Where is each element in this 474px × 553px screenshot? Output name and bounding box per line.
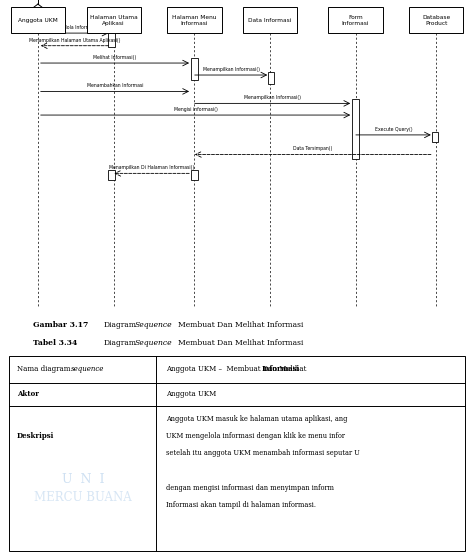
Text: Menampilkan Informasi(): Menampilkan Informasi() xyxy=(202,67,260,72)
Text: Anggota UKM masuk ke halaman utama aplikasi, ang: Anggota UKM masuk ke halaman utama aplik… xyxy=(166,415,347,423)
Bar xyxy=(268,71,274,84)
Text: Form
Informasi: Form Informasi xyxy=(342,15,369,25)
Bar xyxy=(191,58,198,80)
Text: Data Tersimpan(): Data Tersimpan() xyxy=(293,147,333,152)
Text: Nama diagram: Nama diagram xyxy=(17,366,73,373)
Text: Deskripsi: Deskripsi xyxy=(17,432,54,440)
Text: Membuat Dan Melihat Informasi: Membuat Dan Melihat Informasi xyxy=(178,321,303,329)
Bar xyxy=(9,356,465,551)
Text: Mengelola Informasi(): Mengelola Informasi() xyxy=(50,25,100,30)
Text: Informasi: Informasi xyxy=(262,366,301,373)
Text: Menampilkan Halaman Utama Aplikasi(): Menampilkan Halaman Utama Aplikasi() xyxy=(29,38,120,43)
Text: Anggota UKM: Anggota UKM xyxy=(18,18,58,23)
Bar xyxy=(409,7,464,33)
Text: Melihat Informasi(): Melihat Informasi() xyxy=(93,55,137,60)
Text: Menampilkan Di Halaman Informasi(): Menampilkan Di Halaman Informasi() xyxy=(109,165,194,170)
Bar xyxy=(328,7,383,33)
Text: Mengisi informasi(): Mengisi informasi() xyxy=(173,107,218,112)
Text: Execute Query(): Execute Query() xyxy=(374,127,412,132)
Bar xyxy=(191,170,198,180)
Text: Diagram: Diagram xyxy=(103,339,137,347)
Text: Menampilkan Informasi(): Menampilkan Informasi() xyxy=(244,95,301,100)
Text: Halaman Utama
Aplikasi: Halaman Utama Aplikasi xyxy=(90,15,137,25)
Text: MERCU BUANA: MERCU BUANA xyxy=(34,491,132,504)
Text: Diagram: Diagram xyxy=(103,321,137,329)
Text: sequence: sequence xyxy=(71,366,104,373)
Text: Database
Product: Database Product xyxy=(422,15,450,25)
Text: Gambar 3.17: Gambar 3.17 xyxy=(33,321,89,329)
Text: Menambahkan Informasi: Menambahkan Informasi xyxy=(87,84,143,88)
Text: dengan mengisi informasi dan menyimpan inform: dengan mengisi informasi dan menyimpan i… xyxy=(166,483,334,492)
Bar xyxy=(108,170,115,180)
Text: setelah itu anggota UKM menambah informasi seputar U: setelah itu anggota UKM menambah informa… xyxy=(166,450,360,457)
Bar xyxy=(10,7,65,33)
Text: U  N  I: U N I xyxy=(62,473,104,486)
Bar xyxy=(243,7,298,33)
Text: Anggota UKM: Anggota UKM xyxy=(166,390,216,398)
Text: Aktor: Aktor xyxy=(17,390,38,398)
Text: UKM mengelola informasi dengan klik ke menu infor: UKM mengelola informasi dengan klik ke m… xyxy=(166,432,345,440)
Text: Membuat Dan Melihat Informasi: Membuat Dan Melihat Informasi xyxy=(178,339,303,347)
Bar xyxy=(86,7,141,33)
Text: Data Informasi: Data Informasi xyxy=(248,18,292,23)
Bar xyxy=(432,132,438,143)
Text: Sequence: Sequence xyxy=(135,321,173,329)
Text: Sequence: Sequence xyxy=(135,339,173,347)
Bar xyxy=(167,7,221,33)
Text: Tabel 3.34: Tabel 3.34 xyxy=(33,339,78,347)
Bar xyxy=(108,23,115,47)
Text: Anggota UKM –  Membuat Dan Melihat: Anggota UKM – Membuat Dan Melihat xyxy=(166,366,309,373)
Text: Informasi akan tampil di halaman informasi.: Informasi akan tampil di halaman informa… xyxy=(166,500,316,509)
Bar xyxy=(352,100,359,159)
Text: Halaman Menu
Informasi: Halaman Menu Informasi xyxy=(172,15,217,25)
